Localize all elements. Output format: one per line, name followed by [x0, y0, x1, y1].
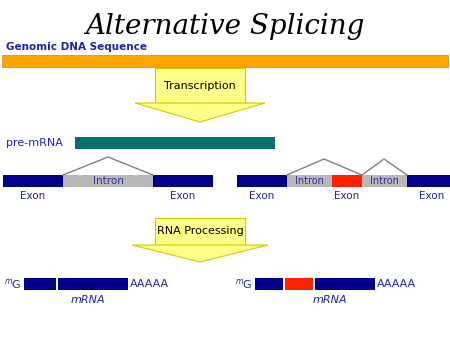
Text: Exon: Exon [419, 191, 445, 201]
Bar [287, 175, 332, 187]
Text: Exon: Exon [249, 191, 274, 201]
Text: mRNA: mRNA [71, 295, 105, 305]
Bar [63, 175, 153, 187]
Text: Transcription: Transcription [164, 81, 236, 91]
Text: $^m$G: $^m$G [235, 277, 253, 291]
Bar [58, 278, 128, 290]
Text: Exon: Exon [171, 191, 196, 201]
Bar [237, 175, 287, 187]
Text: Genomic DNA Sequence: Genomic DNA Sequence [6, 42, 147, 52]
Bar [155, 68, 245, 103]
Text: RNA Processing: RNA Processing [157, 226, 243, 237]
Bar [3, 175, 63, 187]
Bar [362, 175, 407, 187]
Polygon shape [135, 103, 265, 122]
Bar [153, 175, 213, 187]
Bar [407, 175, 450, 187]
Text: Intron: Intron [93, 176, 123, 186]
Text: Intron: Intron [295, 176, 324, 186]
Text: Intron: Intron [369, 176, 398, 186]
Bar [155, 218, 245, 245]
Bar [255, 278, 283, 290]
Text: Exon: Exon [334, 191, 360, 201]
Text: AAAAA: AAAAA [130, 279, 169, 289]
Bar [75, 137, 275, 149]
Text: pre-mRNA: pre-mRNA [6, 138, 63, 148]
Text: $^m$G: $^m$G [4, 277, 22, 291]
Bar [332, 175, 362, 187]
Bar [2, 55, 448, 67]
Polygon shape [132, 245, 268, 262]
Text: mRNA: mRNA [313, 295, 347, 305]
Text: AAAAA: AAAAA [377, 279, 416, 289]
Bar [24, 278, 56, 290]
Bar [285, 278, 313, 290]
Text: Exon: Exon [20, 191, 45, 201]
Bar [315, 278, 375, 290]
Text: Alternative Splicing: Alternative Splicing [86, 13, 365, 40]
